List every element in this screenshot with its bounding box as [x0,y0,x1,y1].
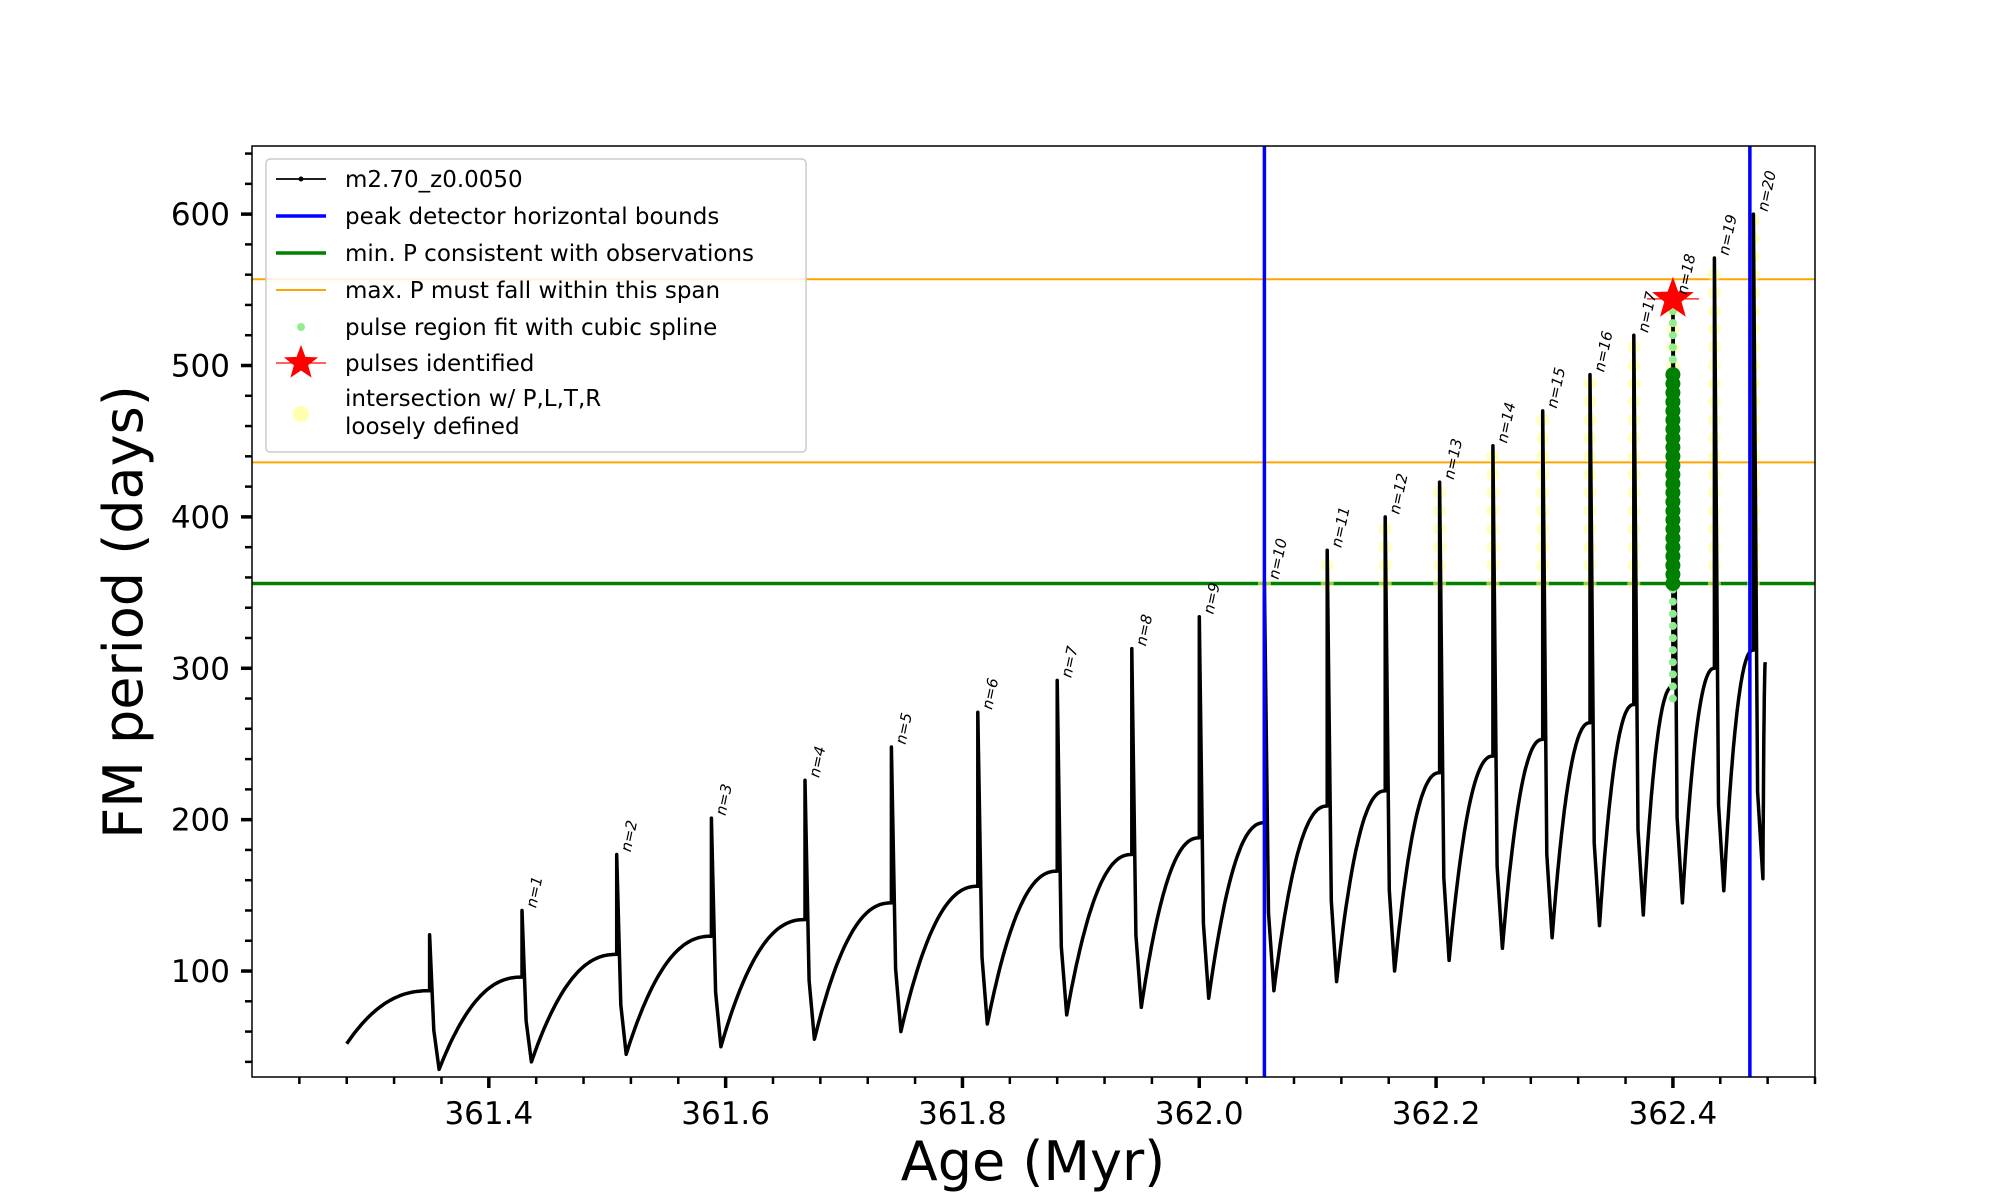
x-tick-label: 361.4 [444,1096,533,1132]
spline-point [1668,658,1677,667]
legend-label-track: m2.70_z0.0050 [345,167,523,193]
spline-point [1668,621,1677,630]
pulse-star [1652,276,1694,317]
x-tick-label: 361.8 [918,1096,1007,1132]
spline-point [1668,694,1677,703]
evolution-track [345,212,1768,1072]
legend-label-bounds: peak detector horizontal bounds [345,204,719,230]
legend-label-min-period: min. P consistent with observations [345,241,754,267]
legend-label-loose: intersection w/ P,L,T,R [345,386,601,412]
y-tick-label: 500 [171,349,230,385]
legend-label-pulses: pulses identified [345,351,534,377]
legend-swatch-track-marker [298,176,304,182]
y-tick-label: 400 [171,500,230,536]
axes-frame [251,145,1816,1078]
x-axis-label: Age (Myr) [901,1130,1166,1193]
spline-point [1668,646,1677,655]
spline-point [1668,355,1677,364]
legend-swatch-spline [297,323,305,331]
spline-point [1668,597,1677,606]
legend-label-spline: pulse region fit with cubic spline [345,315,717,341]
x-tick-label: 361.6 [681,1096,770,1132]
legend: m2.70_z0.0050 peak detector horizontal b… [265,158,807,453]
plot-area: n=1n=2n=3n=4n=5n=6n=7n=8n=9n=10n=11n=12n… [252,146,1815,1077]
legend-box [265,158,807,453]
y-tick-label: 600 [171,197,230,233]
spline-point [1668,331,1677,340]
spline-fit-point [1665,367,1681,383]
y-tick-label: 300 [171,651,230,687]
axis-ticks: 361.4 361.6 361.8 362.0 362.2 362.4 100 200 300 4… [171,152,1817,1132]
x-tick-label: 362.0 [1155,1096,1244,1132]
legend-label-loose-2: loosely defined [345,414,520,440]
y-axis-label: FM period (days) [92,385,155,839]
spline-point [1668,343,1677,352]
y-tick-label: 100 [171,954,230,990]
y-tick-label: 200 [171,803,230,839]
legend-swatch-star [283,345,319,378]
plot-clipped-group [252,146,1815,1077]
x-tick-label: 362.4 [1629,1096,1718,1132]
legend-label-max-period: max. P must fall within this span [345,278,720,304]
spline-point [1668,633,1677,642]
legend-swatch-loose [293,406,309,422]
spline-point [1668,319,1677,328]
x-tick-label: 362.2 [1392,1096,1481,1132]
spline-point [1668,682,1677,691]
spline-point [1668,609,1677,618]
spline-point [1668,670,1677,679]
